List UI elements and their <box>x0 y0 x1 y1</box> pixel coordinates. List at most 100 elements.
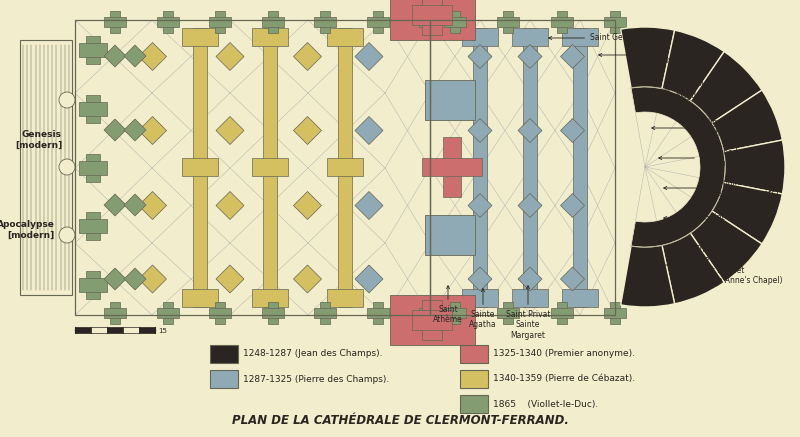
Polygon shape <box>124 119 146 141</box>
Wedge shape <box>690 52 762 123</box>
Bar <box>86 153 100 181</box>
Bar <box>550 17 573 27</box>
Polygon shape <box>138 265 166 293</box>
Text: 1248-1287 (Jean des Champs).: 1248-1287 (Jean des Champs). <box>243 350 382 358</box>
Polygon shape <box>561 118 585 142</box>
Bar <box>512 28 548 46</box>
Bar <box>390 0 475 40</box>
Text: The Passion
The Nativity
Saint Bonnet
(Sainte Anne's Chapel): The Passion The Nativity Saint Bonnet (S… <box>654 245 782 285</box>
Polygon shape <box>468 118 492 142</box>
Bar <box>267 302 278 324</box>
Circle shape <box>59 227 75 243</box>
Bar <box>557 302 566 324</box>
Bar <box>610 302 620 324</box>
Bar <box>444 308 466 318</box>
Polygon shape <box>138 191 166 219</box>
Polygon shape <box>561 267 585 291</box>
Bar <box>419 308 441 318</box>
Bar <box>110 302 120 324</box>
Bar <box>390 295 475 345</box>
Bar <box>610 11 620 33</box>
Polygon shape <box>124 268 146 290</box>
Polygon shape <box>104 119 126 141</box>
Bar <box>86 36 100 64</box>
Bar <box>422 0 442 35</box>
Text: Theophilus
legends [2 lancets]: Theophilus legends [2 lancets] <box>664 178 778 198</box>
Text: Saint
Austremoine: Saint Austremoine <box>598 45 689 65</box>
Bar <box>267 11 278 33</box>
Bar <box>430 20 615 315</box>
Polygon shape <box>216 265 244 293</box>
Polygon shape <box>216 42 244 70</box>
Bar <box>86 95 100 123</box>
Text: Childhood
of Jesus [2 lancets]: Childhood of Jesus [2 lancets] <box>658 148 773 168</box>
Bar <box>473 28 487 307</box>
Bar <box>425 302 435 324</box>
Bar <box>460 345 488 363</box>
Text: Saint
Athème: Saint Athème <box>433 286 463 324</box>
Polygon shape <box>294 42 322 70</box>
Bar <box>20 40 72 295</box>
Wedge shape <box>712 90 782 152</box>
Bar <box>444 17 466 27</box>
Bar <box>425 80 475 120</box>
Bar <box>182 28 218 46</box>
Bar <box>262 17 283 27</box>
Polygon shape <box>294 117 322 145</box>
Bar <box>320 11 330 33</box>
Bar <box>86 271 100 299</box>
Bar <box>104 17 126 27</box>
Bar <box>562 28 598 46</box>
Bar <box>366 17 389 27</box>
Bar <box>91 327 107 333</box>
Circle shape <box>59 159 75 175</box>
Polygon shape <box>294 191 322 219</box>
Bar <box>412 5 452 25</box>
Bar <box>263 28 277 307</box>
Bar <box>557 11 566 33</box>
Text: Sainte
Agatha: Sainte Agatha <box>469 289 497 329</box>
Text: Saint Bonnet: Saint Bonnet <box>664 214 754 222</box>
Text: PLAN DE LA CATHÉDRALE DE CLERMONT-FERRAND.: PLAN DE LA CATHÉDRALE DE CLERMONT-FERRAN… <box>231 414 569 427</box>
Polygon shape <box>355 42 383 70</box>
Wedge shape <box>690 211 762 282</box>
Bar <box>79 43 107 57</box>
Bar <box>462 289 498 307</box>
Bar <box>604 308 626 318</box>
Bar <box>86 212 100 240</box>
Bar <box>460 395 488 413</box>
Bar <box>498 308 519 318</box>
Bar <box>110 11 120 33</box>
Bar <box>412 310 452 330</box>
Text: Prodigal son
John the Baptist: Prodigal son John the Baptist <box>652 118 754 138</box>
Polygon shape <box>216 191 244 219</box>
Bar <box>215 11 225 33</box>
Polygon shape <box>294 265 322 293</box>
Polygon shape <box>104 194 126 216</box>
Wedge shape <box>712 182 782 244</box>
Bar <box>209 17 231 27</box>
Bar <box>503 302 514 324</box>
Polygon shape <box>468 194 492 218</box>
Text: Saint Privat
Sainte
Margaret: Saint Privat Sainte Margaret <box>506 286 550 340</box>
Bar <box>79 219 107 233</box>
Bar <box>162 11 173 33</box>
Polygon shape <box>518 45 542 69</box>
Bar <box>182 289 218 307</box>
Bar <box>139 327 155 333</box>
Bar <box>162 302 173 324</box>
Bar <box>366 308 389 318</box>
Bar <box>443 137 461 197</box>
Polygon shape <box>561 194 585 218</box>
Bar <box>314 308 336 318</box>
Polygon shape <box>355 117 383 145</box>
Bar <box>123 327 139 333</box>
Bar <box>314 17 336 27</box>
Bar <box>210 370 238 388</box>
Bar <box>604 17 626 27</box>
Bar <box>210 345 238 363</box>
Bar <box>327 289 363 307</box>
Bar <box>419 17 441 27</box>
Bar <box>450 302 460 324</box>
Polygon shape <box>104 268 126 290</box>
